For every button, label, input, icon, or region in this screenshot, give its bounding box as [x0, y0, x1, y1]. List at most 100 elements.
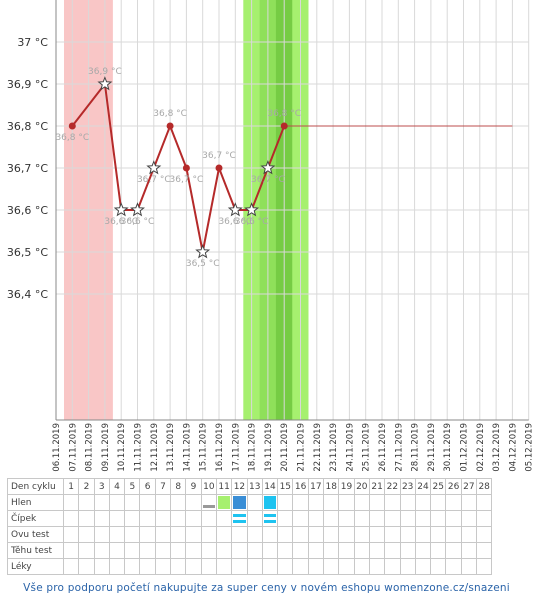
table-cell[interactable] — [200, 542, 217, 559]
table-cell[interactable] — [93, 526, 110, 543]
table-cell[interactable] — [231, 526, 248, 543]
table-cell[interactable] — [460, 510, 478, 527]
table-cell[interactable] — [93, 510, 110, 527]
table-cell[interactable] — [78, 526, 95, 543]
table-cell[interactable] — [170, 526, 187, 543]
table-cell[interactable] — [338, 494, 355, 511]
table-cell[interactable] — [323, 542, 340, 559]
table-cell[interactable] — [307, 542, 325, 559]
table-cell[interactable] — [62, 542, 80, 559]
table-cell[interactable] — [292, 558, 309, 575]
table-cell[interactable] — [124, 558, 141, 575]
table-cell[interactable] — [200, 494, 217, 511]
table-cell[interactable] — [368, 558, 386, 575]
table-cell[interactable] — [108, 542, 126, 559]
table-cell[interactable] — [414, 510, 432, 527]
table-cell[interactable] — [215, 542, 233, 559]
table-cell[interactable] — [246, 510, 263, 527]
table-cell[interactable] — [368, 510, 386, 527]
table-cell[interactable] — [170, 494, 187, 511]
table-cell[interactable] — [414, 542, 432, 559]
table-cell[interactable] — [307, 494, 325, 511]
table-cell[interactable] — [460, 526, 478, 543]
table-cell[interactable] — [154, 558, 172, 575]
table-cell[interactable] — [307, 526, 325, 543]
table-cell[interactable] — [399, 542, 416, 559]
table-cell[interactable] — [139, 494, 156, 511]
table-cell[interactable] — [277, 542, 294, 559]
table-cell[interactable] — [368, 542, 386, 559]
table-cell[interactable] — [476, 510, 493, 527]
table-cell[interactable] — [108, 558, 126, 575]
table-cell[interactable] — [108, 510, 126, 527]
table-cell[interactable] — [414, 558, 432, 575]
table-cell[interactable] — [124, 510, 141, 527]
table-cell[interactable] — [430, 494, 447, 511]
table-cell[interactable] — [108, 494, 126, 511]
table-cell[interactable] — [307, 558, 325, 575]
table-cell[interactable] — [185, 494, 202, 511]
table-cell[interactable] — [231, 558, 248, 575]
table-cell[interactable] — [460, 494, 478, 511]
table-cell[interactable] — [292, 494, 309, 511]
table-cell[interactable] — [476, 494, 493, 511]
table-cell[interactable] — [185, 558, 202, 575]
table-cell[interactable] — [185, 542, 202, 559]
table-cell[interactable] — [78, 494, 95, 511]
table-cell[interactable] — [277, 558, 294, 575]
table-cell[interactable] — [139, 558, 156, 575]
table-cell[interactable] — [246, 558, 263, 575]
table-cell[interactable] — [476, 526, 493, 543]
table-cell[interactable] — [338, 558, 355, 575]
table-cell[interactable] — [261, 510, 279, 527]
table-cell[interactable] — [323, 510, 340, 527]
table-cell[interactable] — [445, 558, 462, 575]
table-cell[interactable] — [338, 542, 355, 559]
table-cell[interactable] — [261, 542, 279, 559]
table-cell[interactable] — [200, 558, 217, 575]
table-cell[interactable] — [62, 558, 80, 575]
table-cell[interactable] — [215, 510, 233, 527]
table-cell[interactable] — [323, 558, 340, 575]
table-cell[interactable] — [170, 542, 187, 559]
table-cell[interactable] — [124, 526, 141, 543]
table-cell[interactable] — [62, 494, 80, 511]
table-cell[interactable] — [154, 494, 172, 511]
table-cell[interactable] — [154, 542, 172, 559]
table-cell[interactable] — [430, 510, 447, 527]
table-cell[interactable] — [323, 526, 340, 543]
table-cell[interactable] — [445, 494, 462, 511]
table-cell[interactable] — [261, 558, 279, 575]
table-cell[interactable] — [353, 558, 370, 575]
table-cell[interactable] — [353, 526, 370, 543]
table-cell[interactable] — [414, 494, 432, 511]
table-cell[interactable] — [215, 558, 233, 575]
table-cell[interactable] — [292, 526, 309, 543]
table-cell[interactable] — [430, 558, 447, 575]
table-cell[interactable] — [460, 558, 478, 575]
table-cell[interactable] — [93, 494, 110, 511]
table-cell[interactable] — [353, 510, 370, 527]
table-cell[interactable] — [200, 510, 217, 527]
table-cell[interactable] — [384, 526, 401, 543]
table-cell[interactable] — [292, 510, 309, 527]
table-cell[interactable] — [139, 510, 156, 527]
table-cell[interactable] — [430, 542, 447, 559]
table-cell[interactable] — [108, 526, 126, 543]
table-cell[interactable] — [124, 494, 141, 511]
table-cell[interactable] — [323, 494, 340, 511]
table-cell[interactable] — [231, 494, 248, 511]
table-cell[interactable] — [170, 558, 187, 575]
table-cell[interactable] — [78, 542, 95, 559]
table-cell[interactable] — [261, 526, 279, 543]
table-cell[interactable] — [430, 526, 447, 543]
table-cell[interactable] — [78, 510, 95, 527]
table-cell[interactable] — [445, 526, 462, 543]
table-cell[interactable] — [445, 542, 462, 559]
table-cell[interactable] — [124, 542, 141, 559]
table-cell[interactable] — [185, 526, 202, 543]
table-cell[interactable] — [307, 510, 325, 527]
table-cell[interactable] — [277, 510, 294, 527]
table-cell[interactable] — [154, 510, 172, 527]
table-cell[interactable] — [231, 510, 248, 527]
